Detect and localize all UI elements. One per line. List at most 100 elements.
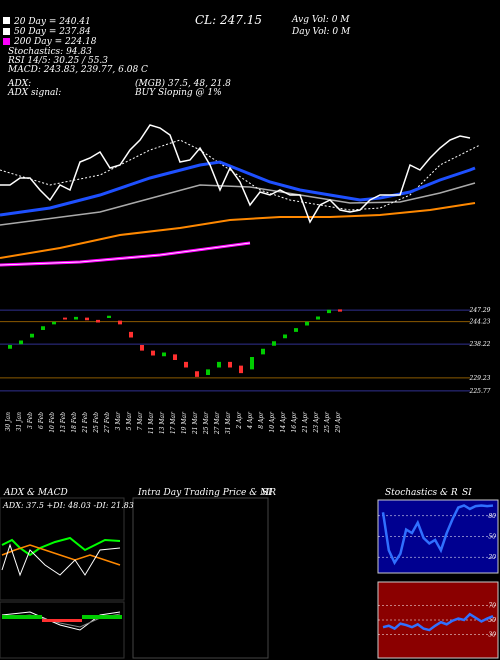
- candle: [30, 333, 34, 338]
- legend-swatch: [3, 17, 10, 24]
- candle: [327, 309, 331, 314]
- x-tick-label: 29 Apr: [335, 411, 342, 434]
- candle: [294, 328, 298, 332]
- y-tick-label: 80: [488, 513, 496, 520]
- adx-text: ADX: 37.5 +DI: 48.03 -DI: 21.83: [2, 501, 134, 510]
- candle: [173, 354, 177, 360]
- x-tick-label: 3 Mar: [115, 411, 122, 430]
- candle: [140, 345, 144, 351]
- candle: [85, 317, 89, 321]
- candle: [184, 361, 188, 368]
- x-tick-label: 17 Mar: [170, 411, 177, 434]
- intraday-si: SI: [262, 488, 272, 498]
- x-tick-label: 21 Feb: [82, 412, 89, 434]
- rsi-line: [382, 612, 494, 632]
- avg-vol: Avg Vol: 0 M: [291, 15, 350, 25]
- ma200: 200 Day = 224.18: [13, 37, 97, 47]
- candle: [107, 315, 111, 318]
- stoch-line: [381, 504, 494, 566]
- x-tick-label: 18 Feb: [71, 412, 78, 433]
- x-tick-label: 13 Mar: [159, 411, 166, 434]
- legend-swatch: [3, 28, 10, 35]
- candle: [52, 321, 56, 325]
- x-tick-label: 10 Apr: [269, 411, 276, 433]
- overlay-lines: [0, 124, 481, 267]
- y-tick-label: 50: [488, 534, 496, 541]
- level-label: 229.23: [469, 375, 491, 382]
- level-label: 238.22: [469, 341, 491, 348]
- x-tick-label: 5 Mar: [126, 411, 133, 430]
- x-tick-label: 23 Apr: [313, 411, 320, 434]
- candle: [283, 334, 287, 339]
- adx-title: ADX & MACD: [3, 488, 68, 498]
- level-label: 244.23: [469, 319, 491, 326]
- level-label: 225.77: [469, 388, 491, 395]
- x-tick-label: 27 Mar: [214, 411, 221, 435]
- candle: [129, 331, 133, 338]
- adx-panel: [0, 497, 125, 601]
- candle: [19, 340, 23, 345]
- candle: [96, 319, 100, 323]
- candle: [305, 321, 309, 326]
- intraday-title: Intra Day Trading Price & MR: [137, 488, 276, 498]
- x-tick-label: 6 Feb: [38, 412, 45, 429]
- x-tick-label: 13 Feb: [60, 412, 67, 433]
- candle: [74, 316, 78, 320]
- candle: [63, 317, 67, 320]
- y-tick-label: 50: [488, 617, 496, 624]
- candle: [41, 326, 45, 330]
- x-tick-label: 27 Feb: [104, 412, 111, 434]
- x-tick-label: 31 Jan: [16, 412, 23, 432]
- x-tick-label: 14 Apr: [280, 411, 287, 433]
- macd-histogram: [2, 615, 122, 622]
- ma50: 50 Day = 237.84: [14, 27, 91, 37]
- x-tick-label: 21 Apr: [302, 411, 309, 434]
- candle: [195, 371, 199, 377]
- x-tick-label: 7 Mar: [137, 411, 144, 430]
- x-tick-label: 11 Mar: [148, 411, 155, 434]
- candle: [162, 352, 166, 357]
- ma20: 20 Day = 240.41: [13, 17, 91, 27]
- candle: [206, 369, 210, 375]
- adx-signal-value: BUY Sloping @ 1%: [134, 88, 222, 98]
- y-tick-label: 20: [487, 554, 496, 561]
- y-tick-label: 30: [488, 631, 496, 638]
- x-tick-label: 21 Mar: [192, 411, 199, 435]
- x-tick-label: 3 Feb: [27, 412, 34, 429]
- x-tick-label: 10 Feb: [49, 412, 56, 433]
- candle: [217, 361, 221, 368]
- x-tick-label: 31 Mar: [225, 411, 232, 434]
- candle: [8, 345, 12, 349]
- level-label: 247.29: [469, 307, 491, 314]
- adx-signal-label: ADX signal:: [7, 88, 61, 98]
- x-tick-label: 2 Apr: [236, 411, 243, 430]
- x-tick-label: 19 Mar: [181, 411, 188, 434]
- x-tick-label: 8 Apr: [258, 411, 265, 429]
- candle: [250, 357, 254, 370]
- close-text: CL: 247.15: [195, 13, 262, 27]
- candle: [261, 348, 265, 355]
- x-tick-label: 25 Mar: [203, 411, 210, 435]
- day-vol: Day Vol: 0 M: [291, 27, 351, 37]
- x-tick-label: 4 Apr: [247, 411, 254, 430]
- stoch-title: Stochastics & R: [385, 488, 458, 498]
- adx-value: (MGB) 37.5, 48, 21.8: [135, 78, 231, 89]
- legend-swatch: [3, 38, 10, 45]
- macd-panel: [0, 601, 125, 659]
- candle: [272, 341, 276, 346]
- intraday-panel: [132, 497, 269, 659]
- x-tick-label: 25 Feb: [93, 412, 100, 434]
- rsi-text: RSI 14/5: 30.25 / 55.3: [7, 56, 108, 66]
- candle: [151, 350, 155, 356]
- stoch-si: SI: [462, 488, 472, 498]
- adx-lines: [1, 536, 121, 631]
- candle: [338, 309, 342, 312]
- stoch-text: Stochastics: 94.83: [8, 47, 92, 57]
- x-tick-label: 30 Jan: [5, 412, 12, 432]
- candle: [228, 361, 232, 368]
- y-tick-label: 70: [488, 603, 496, 610]
- adx-label: ADX:: [7, 79, 31, 89]
- macd-text: MACD: 243.83, 239.77, 6.08 C: [7, 65, 148, 75]
